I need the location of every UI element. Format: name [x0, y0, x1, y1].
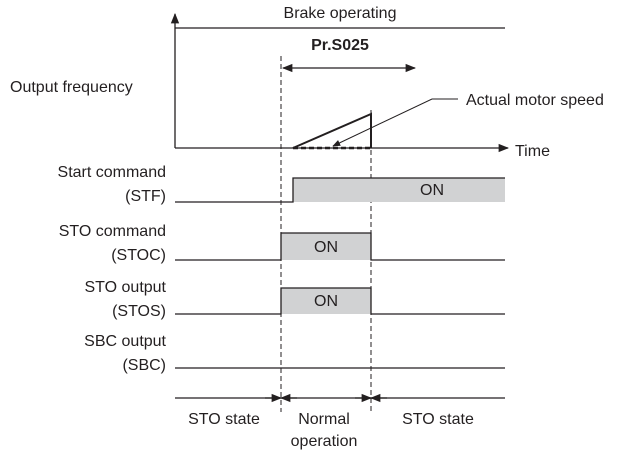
frequency-label: Output frequency — [10, 79, 133, 96]
on-box — [281, 233, 371, 260]
on-box — [293, 178, 505, 202]
parameter-label: Pr.S025 — [311, 37, 369, 54]
signal-code: (STOS) — [112, 303, 166, 320]
signal-line — [175, 177, 505, 203]
signal-code: (STF) — [125, 188, 166, 205]
signal-line — [175, 287, 505, 315]
signal-line — [175, 232, 505, 261]
frequency-ramp — [292, 112, 372, 149]
time-label: Time — [515, 143, 550, 160]
state-label: Normal — [298, 411, 350, 428]
signal-state: ON — [314, 293, 338, 310]
signal-name: SBC output — [84, 333, 166, 350]
brake-label: Brake operating — [284, 5, 397, 22]
on-box — [281, 288, 371, 314]
state-label: STO state — [402, 411, 474, 428]
signal-code: (STOC) — [111, 247, 166, 264]
state-label: STO state — [188, 411, 260, 428]
state-label: operation — [291, 433, 358, 450]
signal-name: STO command — [59, 223, 166, 240]
annotation: Actual motor speed — [466, 92, 604, 109]
signal-state: ON — [314, 239, 338, 256]
signal-code: (SBC) — [122, 357, 166, 374]
signal-name: Start command — [58, 164, 166, 181]
annotation-leader — [332, 98, 458, 147]
signal-state: ON — [420, 182, 444, 199]
signal-name: STO output — [84, 279, 166, 296]
